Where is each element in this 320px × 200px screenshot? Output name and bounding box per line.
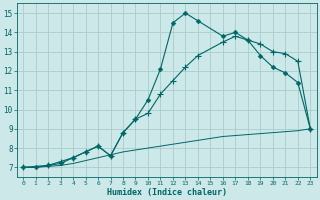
X-axis label: Humidex (Indice chaleur): Humidex (Indice chaleur) (107, 188, 227, 197)
